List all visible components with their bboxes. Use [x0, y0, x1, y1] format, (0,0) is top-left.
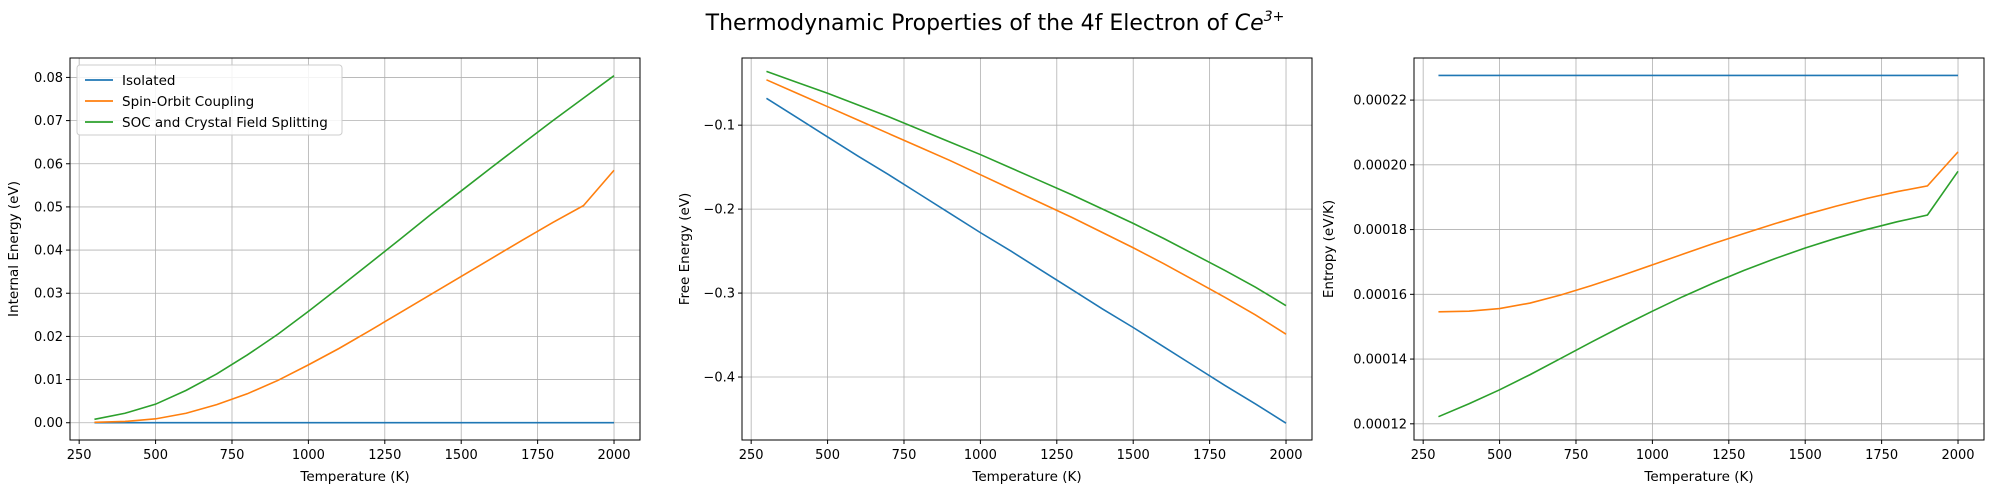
x-tick-label: 1250 — [1712, 448, 1745, 463]
x-axis-label: Temperature (K) — [299, 469, 409, 485]
x-tick-label: 1000 — [1636, 448, 1669, 463]
x-tick-label: 1750 — [1865, 448, 1898, 463]
x-axis: 250 500 750 1000 1250 1500 1750 2000 — [1411, 440, 1975, 463]
x-tick-label: 1500 — [1789, 448, 1822, 463]
x-axis-label: Temperature (K) — [971, 469, 1081, 485]
y-tick-label: 0.00020 — [1353, 158, 1407, 173]
chart-panel-3: 250 500 750 1000 1250 1500 1750 20000.000120.00… — [1321, 57, 1985, 485]
x-axis: 250 500 750 1000 1250 1500 1750 2000 — [739, 440, 1303, 463]
series-line-soc-and-crystal-field-splitting — [1438, 170, 1959, 418]
plot-frame — [1413, 57, 1985, 441]
y-axis-label: Free Energy (eV) — [677, 193, 693, 306]
y-tick-label: −0.4 — [703, 371, 735, 386]
y-tick-label: 0.08 — [34, 71, 63, 86]
x-axis: 250 500 750 1000 1250 1500 1750 2000 — [67, 440, 631, 463]
series-lines — [94, 75, 615, 424]
chart-panel-2: 250 500 750 1000 1250 1500 1750 2000−0.4−0.3−0.… — [677, 57, 1313, 485]
plot-frame — [741, 57, 1313, 441]
x-tick-label: 500 — [1487, 448, 1512, 463]
series-line-soc-and-crystal-field-splitting — [766, 70, 1287, 307]
x-tick-label: 250 — [739, 448, 764, 463]
x-tick-label: 1750 — [1193, 448, 1226, 463]
y-tick-label: 0.03 — [34, 287, 63, 302]
y-tick-label: −0.1 — [703, 119, 735, 134]
x-tick-label: 1750 — [521, 448, 554, 463]
x-tick-label: 1500 — [445, 448, 478, 463]
series-lines — [1438, 74, 1959, 418]
series-line-spin-orbit-coupling — [766, 79, 1287, 335]
y-axis: −0.4 −0.3 −0.2 −0.1 — [703, 119, 742, 386]
y-tick-label: 0.00018 — [1353, 223, 1407, 238]
chart-panel-1: 250 500 750 1000 1250 1500 1750 20000.000.010.0… — [6, 57, 641, 485]
legend-label: Isolated — [122, 73, 175, 89]
y-axis: 0.00 0.01 0.02 0.03 0.04 0.05 0.06 0.07 0.08 — [34, 71, 70, 431]
gridlines — [70, 58, 640, 440]
plot-frame — [69, 57, 641, 441]
series-line-spin-orbit-coupling — [94, 169, 615, 424]
series-line-isolated — [766, 97, 1287, 424]
x-tick-label: 1250 — [368, 448, 401, 463]
figure-title: Thermodynamic Properties of the 4f Elect… — [705, 9, 1285, 36]
y-tick-label: 0.00 — [34, 416, 63, 431]
figure-title-text: Thermodynamic Properties of the 4f Elect… — [705, 11, 1235, 36]
legend-label: Spin-Orbit Coupling — [122, 94, 254, 110]
gridlines — [742, 58, 1312, 440]
x-tick-label: 2000 — [597, 448, 630, 463]
figure-title-superscript: 3+ — [1264, 9, 1285, 25]
x-tick-label: 750 — [892, 448, 917, 463]
y-axis: 0.00012 0.00014 0.00016 0.00018 0.00020 0.000… — [1353, 94, 1414, 432]
x-tick-label: 500 — [143, 448, 168, 463]
legend: Isolated Spin-Orbit Coupling SOC and Cryst… — [76, 64, 343, 136]
x-tick-label: 750 — [220, 448, 245, 463]
series-line-spin-orbit-coupling — [1438, 151, 1959, 313]
y-tick-label: 0.05 — [34, 200, 63, 215]
x-tick-label: 250 — [1411, 448, 1436, 463]
x-tick-label: 750 — [1564, 448, 1589, 463]
y-axis-label: Entropy (eV/K) — [1321, 200, 1337, 298]
y-tick-label: 0.00022 — [1353, 94, 1407, 109]
x-tick-label: 1500 — [1117, 448, 1150, 463]
y-tick-label: 0.04 — [34, 244, 63, 259]
gridlines — [1414, 58, 1984, 440]
y-tick-label: 0.00016 — [1353, 288, 1407, 303]
x-tick-label: 1250 — [1040, 448, 1073, 463]
y-tick-label: 0.00014 — [1353, 353, 1407, 368]
x-tick-label: 2000 — [1269, 448, 1302, 463]
y-tick-label: −0.3 — [703, 287, 735, 302]
x-axis-label: Temperature (K) — [1643, 469, 1753, 485]
y-tick-label: −0.2 — [703, 203, 735, 218]
y-tick-label: 0.01 — [34, 373, 63, 388]
x-tick-label: 1000 — [292, 448, 325, 463]
figure-title-math: Ce — [1235, 11, 1264, 36]
legend-label: SOC and Crystal Field Splitting — [122, 115, 328, 131]
y-tick-label: 0.02 — [34, 330, 63, 345]
x-tick-label: 250 — [67, 448, 92, 463]
y-tick-label: 0.07 — [34, 114, 63, 129]
series-lines — [766, 70, 1287, 424]
legend-box — [76, 64, 343, 136]
y-tick-label: 0.06 — [34, 157, 63, 172]
y-tick-label: 0.00012 — [1353, 417, 1407, 432]
y-axis-label: Internal Energy (eV) — [6, 181, 22, 317]
plots-container: 250 500 750 1000 1250 1500 1750 20000.000.010.0… — [6, 57, 1985, 485]
x-tick-label: 500 — [815, 448, 840, 463]
x-tick-label: 2000 — [1941, 448, 1974, 463]
x-tick-label: 1000 — [964, 448, 997, 463]
series-line-soc-and-crystal-field-splitting — [94, 75, 615, 421]
